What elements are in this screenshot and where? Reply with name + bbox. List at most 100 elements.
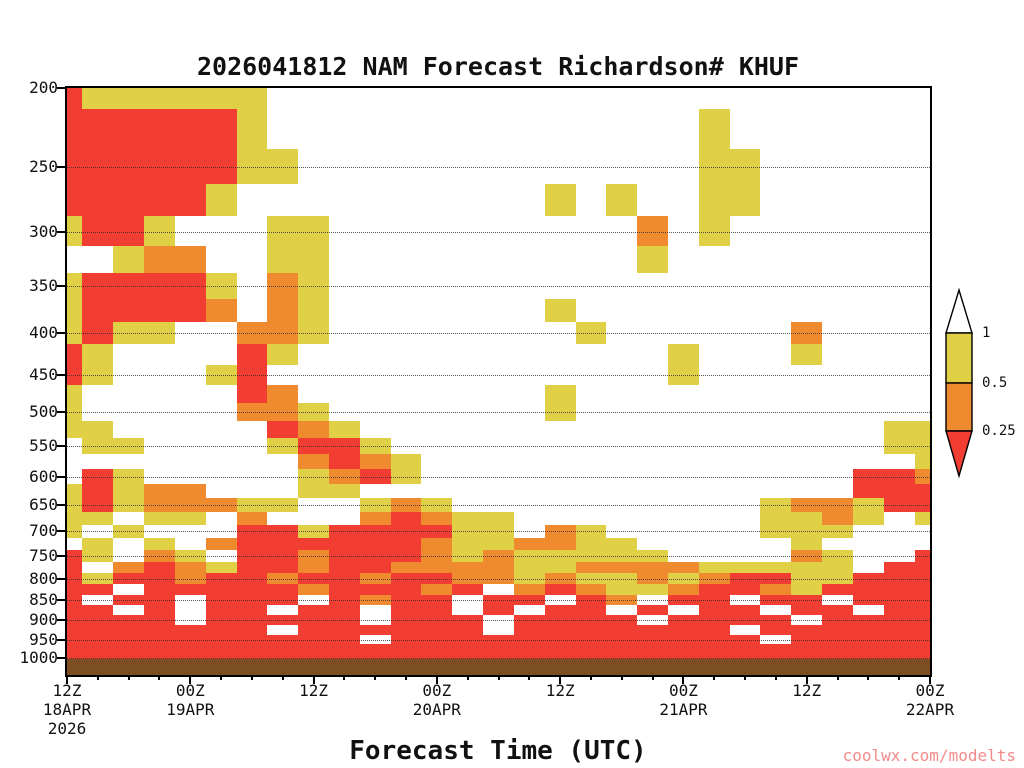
heat-cell [698, 594, 730, 606]
heat-cell [668, 561, 699, 574]
heat-cell [883, 625, 915, 635]
x-minor-tick [96, 676, 99, 680]
heat-cell [82, 322, 114, 345]
heat-cell [729, 584, 761, 595]
heat-cell [544, 537, 576, 550]
heat-cell [359, 644, 391, 654]
x-major-tick [929, 676, 931, 684]
heat-cell [267, 245, 299, 274]
heat-cell [729, 148, 761, 185]
heat-cell [113, 298, 145, 323]
y-tick-label: 850 [29, 590, 58, 610]
heat-cell [144, 216, 175, 246]
heat-cell [513, 573, 545, 585]
y-tick-mark [57, 411, 66, 414]
heat-cell [390, 561, 422, 574]
y-tick-label: 550 [29, 436, 58, 456]
heat-cell [144, 634, 175, 645]
heat-cell [113, 88, 145, 110]
y-tick-mark [57, 445, 66, 448]
heat-cell [452, 634, 484, 645]
heat-cell [390, 653, 422, 663]
colorbar: 1 0.5 0.25 [942, 287, 1022, 479]
y-tick-mark [57, 619, 66, 622]
y-tick-label: 1000 [19, 647, 58, 667]
heat-cell [760, 584, 792, 595]
chart-title: 2026041812 NAM Forecast Richardson# KHUF [196, 52, 800, 81]
heat-cell [113, 484, 145, 499]
x-minor-tick [589, 676, 592, 680]
heat-cell [760, 625, 792, 635]
heat-cell [236, 573, 268, 585]
heat-cell [421, 525, 453, 538]
heat-cell [174, 511, 206, 526]
heat-cell [883, 498, 915, 512]
heat-cell [822, 573, 853, 585]
heat-cell [359, 625, 391, 635]
heat-cell [729, 615, 761, 626]
heat-cell [390, 525, 422, 538]
heat-cell [791, 561, 823, 574]
heat-cell [760, 498, 792, 512]
x-minor-tick [898, 676, 901, 680]
heat-cell [791, 634, 823, 645]
heat-cell [144, 584, 175, 595]
heat-cell [298, 573, 329, 585]
heat-cell [452, 573, 484, 585]
heat-cell [236, 537, 268, 550]
heat-cell [236, 88, 268, 110]
x-tick-label: 12Z [299, 681, 329, 700]
heat-cell [421, 511, 453, 526]
heat-cell [513, 615, 545, 626]
x-major-tick [805, 676, 808, 684]
heat-cell [82, 437, 114, 455]
heat-cell [205, 615, 237, 626]
heat-cell [637, 573, 668, 585]
heat-cell [914, 605, 930, 616]
y-tick-label: 200 [29, 78, 58, 97]
heat-cell [144, 109, 175, 149]
heat-cell [668, 344, 699, 366]
y-tick-label: 700 [29, 521, 58, 541]
heat-cell [698, 109, 730, 149]
heat-cell [174, 653, 206, 663]
x-minor-tick [343, 676, 346, 680]
y-tick-label: 300 [29, 221, 58, 241]
grid-line [67, 231, 930, 233]
heat-cell [483, 653, 514, 663]
heat-cell [668, 625, 699, 635]
heat-cell [236, 109, 268, 149]
heat-cell [267, 549, 299, 562]
grid-line [67, 620, 930, 622]
heat-cell [760, 653, 792, 663]
y-tick-label: 250 [29, 156, 58, 176]
heat-cell [544, 561, 576, 574]
heat-cell [914, 421, 930, 438]
heat-cell [606, 594, 638, 606]
heat-cell [483, 594, 514, 606]
heat-cell [82, 549, 114, 562]
heat-cell [144, 498, 175, 512]
heat-cell [67, 109, 83, 149]
heat-cell [113, 469, 145, 485]
heat-cell [483, 525, 514, 538]
heat-cell [421, 561, 453, 574]
heat-cell [914, 511, 930, 526]
heat-cell [822, 625, 853, 635]
y-tick-mark [57, 554, 66, 557]
x-date-label: 21APR [659, 700, 708, 719]
heat-cell [113, 322, 145, 345]
heat-cell [390, 537, 422, 550]
heat-cell [67, 498, 83, 512]
heat-cell [544, 653, 576, 663]
heat-cell [144, 549, 175, 562]
y-tick-label: 800 [29, 568, 58, 588]
heat-cell [421, 584, 453, 595]
heat-cell [544, 298, 576, 323]
heat-cell [883, 421, 915, 438]
heat-cell [267, 437, 299, 455]
heat-cell [575, 537, 607, 550]
heat-cell [267, 653, 299, 663]
y-tick-label: 500 [29, 402, 58, 422]
y-tick-mark [57, 504, 66, 507]
